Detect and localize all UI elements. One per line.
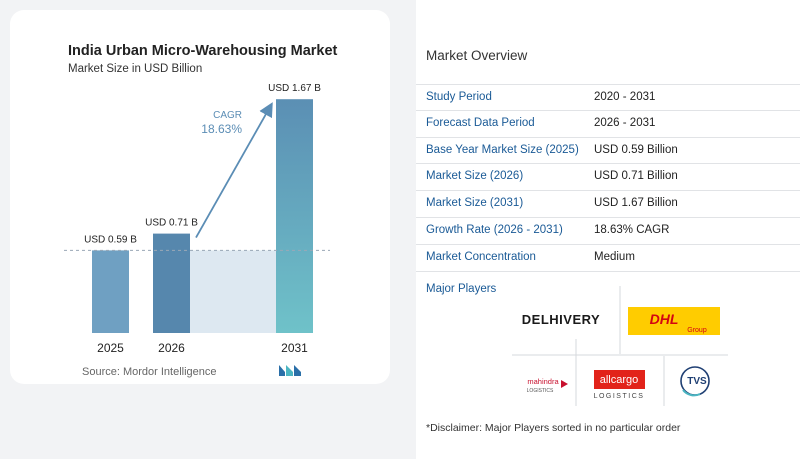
overview-value: 2020 - 2031 bbox=[594, 91, 656, 103]
x-tick-2026: 2026 bbox=[158, 341, 185, 355]
overview-title: Market Overview bbox=[426, 48, 528, 63]
bar-2026 bbox=[153, 233, 190, 333]
disclaimer-text: *Disclaimer: Major Players sorted in no … bbox=[426, 422, 681, 434]
overview-label: Base Year Market Size (2025) bbox=[426, 143, 579, 156]
cagr-value: 18.63% bbox=[201, 122, 242, 136]
cagr-label: CAGR bbox=[213, 110, 242, 121]
mordor-intelligence-logo-icon bbox=[279, 365, 301, 376]
overview-row: Forecast Data Period 2026 - 2031 bbox=[416, 111, 800, 138]
overview-value: USD 1.67 Billion bbox=[594, 197, 678, 210]
overview-value: Medium bbox=[594, 250, 635, 263]
growth-band bbox=[190, 250, 276, 333]
market-overview-panel: Market Overview Study Period 2020 - 2031… bbox=[416, 0, 800, 459]
overview-label: Market Size (2031) bbox=[426, 197, 524, 210]
overview-row: Base Year Market Size (2025) USD 0.59 Bi… bbox=[416, 138, 800, 165]
bar-2025 bbox=[92, 250, 129, 333]
overview-label: Growth Rate (2026 - 2031) bbox=[426, 223, 563, 236]
major-players-title: Major Players bbox=[426, 283, 497, 295]
chart-title: India Urban Micro-Warehousing Market bbox=[68, 43, 338, 59]
overview-label: Forecast Data Period bbox=[426, 116, 535, 129]
data-label-2025: USD 0.59 B bbox=[84, 234, 137, 245]
source-text: Source: Mordor Intelligence bbox=[82, 366, 217, 378]
overview-row: Growth Rate (2026 - 2031) 18.63% CAGR bbox=[416, 218, 800, 245]
data-label-2031: USD 1.67 B bbox=[268, 83, 321, 94]
overview-row: Market Concentration Medium bbox=[416, 245, 800, 272]
chart-subtitle: Market Size in USD Billion bbox=[68, 63, 203, 75]
data-label-2026: USD 0.71 B bbox=[145, 218, 198, 229]
x-tick-2031: 2031 bbox=[281, 341, 308, 355]
overview-value: 2026 - 2031 bbox=[594, 116, 656, 129]
overview-label: Market Concentration bbox=[426, 250, 536, 263]
overview-row: Market Size (2031) USD 1.67 Billion bbox=[416, 191, 800, 218]
overview-label: Study Period bbox=[426, 91, 492, 103]
cagr-arrow bbox=[195, 102, 273, 239]
overview-label: Market Size (2026) bbox=[426, 170, 524, 183]
overview-table: Study Period 2020 - 2031 Forecast Data P… bbox=[416, 84, 800, 272]
bar-chart: USD 0.59 B 2025 USD 0.71 B 2026 USD 1.67 B 20… bbox=[64, 83, 330, 355]
overview-row: Market Size (2026) USD 0.71 Billion bbox=[416, 164, 800, 192]
overview-value: USD 0.71 Billion bbox=[594, 170, 678, 183]
x-tick-2025: 2025 bbox=[97, 341, 124, 355]
overview-value: USD 0.59 Billion bbox=[594, 143, 678, 156]
overview-value: 18.63% CAGR bbox=[594, 223, 670, 236]
overview-row: Study Period 2020 - 2031 bbox=[416, 84, 800, 111]
bar-2031 bbox=[276, 99, 313, 333]
